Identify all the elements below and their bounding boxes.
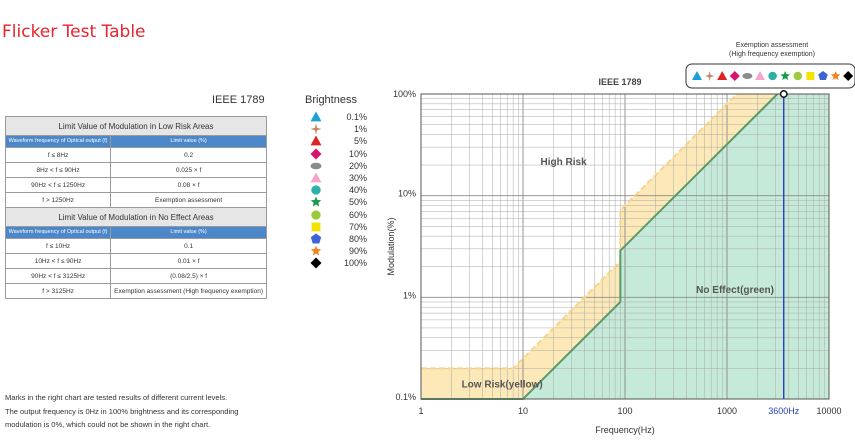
triangle-marker-icon (310, 135, 322, 146)
ellipse-marker-icon (742, 73, 753, 79)
legend-item: 20% (310, 160, 367, 172)
table-row: f > 1250Hz Exemption assessment (4, 192, 267, 208)
legend-label: 5% (353, 136, 367, 147)
legend-item: 80% (310, 233, 367, 245)
col-header-frequency: Waveform frequency of Optical output (f) (4, 226, 112, 239)
pentagon-marker-icon (818, 71, 828, 81)
y-tick-label: 0.1% (395, 392, 416, 402)
chart-grid (421, 94, 829, 399)
legend-label: 40% (348, 185, 367, 196)
square-marker-icon (806, 72, 815, 80)
x-axis-label: Frequency(Hz) (595, 425, 655, 435)
legend-label: 20% (348, 160, 367, 171)
cross-star-marker-icon (704, 71, 715, 81)
triangle-marker-icon (717, 71, 728, 80)
square-marker-icon (311, 222, 321, 232)
note-line: The output frequency is 0Hz in 100% brig… (5, 406, 239, 416)
legend-label: 50% (348, 197, 367, 208)
diamond-marker-icon (310, 148, 322, 160)
x-tick-label: 10000 (816, 406, 841, 416)
table-row: 10Hz < f ≤ 90Hz 0.01 × f (4, 253, 267, 269)
legend-label: 0.1% (346, 112, 367, 123)
legend-item: 100% (310, 257, 367, 269)
chart-title: IEEE 1789 (598, 77, 641, 87)
table-row: f ≤ 8Hz 0.2 (4, 147, 267, 163)
legend-item: 5% (310, 135, 367, 147)
cross-star-marker-icon (310, 123, 322, 135)
legend-label: 70% (348, 221, 367, 232)
circle-marker-icon (793, 71, 803, 81)
legend-item: 0.1% (310, 111, 367, 123)
exemption-subtitle: (High frequency exemption) (729, 51, 815, 58)
low-risk-label: Low Risk(yellow) (462, 379, 543, 390)
legend-label: 10% (348, 148, 367, 159)
limits-table: Limit Value of Modulation in Low Risk Ar… (4, 116, 267, 299)
exemption-title: Exemption assessment (736, 42, 808, 49)
circle-marker-icon (768, 71, 777, 81)
legend-item: 30% (310, 172, 367, 184)
low-risk-section-title: Limit Value of Modulation in Low Risk Ar… (5, 116, 267, 136)
triangle-marker-icon (310, 172, 322, 183)
star-marker-icon (830, 71, 841, 81)
table-row: 8Hz < f ≤ 90Hz 0.025 × f (4, 162, 267, 178)
ieee-label: IEEE 1789 (212, 94, 265, 106)
measured-point-marker (779, 90, 788, 98)
freq-cell: f > 3125Hz (4, 283, 112, 299)
legend-label: 60% (348, 209, 367, 220)
ellipse-marker-icon (310, 162, 322, 170)
legend-item: 1% (310, 123, 367, 135)
triangle-marker-icon (692, 71, 702, 80)
x-tick-label: 3600Hz (768, 406, 800, 416)
legend-item: 70% (310, 221, 367, 233)
notes: Marks in the right chart are tested resu… (5, 391, 305, 432)
diamond-marker-icon (310, 257, 322, 269)
legend-item: 60% (310, 209, 367, 221)
y-axis-label: Modulation(%) (386, 217, 396, 275)
no-effect-label: No Effect(green) (696, 285, 774, 296)
y-tick-label: 10% (398, 189, 416, 199)
brightness-legend: 0.1% 1% 5% 10% 20% 30% 40% 50% 60% 70% 80% 90% 100% (310, 111, 367, 269)
star-marker-icon (780, 71, 790, 81)
triangle-marker-icon (755, 71, 765, 80)
legend-label: 30% (348, 173, 367, 184)
legend-label: 90% (348, 246, 367, 257)
legend-label: 1% (353, 124, 367, 135)
table-row: 90Hz < f ≤ 3125Hz (0.08/2.5) × f (4, 268, 267, 284)
diamond-marker-icon (843, 71, 854, 81)
circle-marker-icon (311, 185, 321, 195)
legend-item: 40% (310, 184, 367, 196)
pentagon-marker-icon (310, 233, 322, 244)
star-marker-icon (310, 245, 322, 256)
x-tick-label: 100 (617, 406, 632, 416)
legend-item: 90% (310, 245, 367, 257)
brightness-legend-title: Brightness (305, 94, 357, 106)
plot-frame (420, 93, 830, 400)
legend-label: 100% (343, 258, 367, 269)
y-tick-label: 1% (403, 290, 416, 300)
col-header-frequency: Waveform frequency of Optical output (f) (4, 135, 112, 148)
note-line: Marks in the right chart are tested resu… (5, 393, 228, 402)
x-tick-label: 1000 (717, 406, 737, 416)
legend-label: 80% (348, 233, 367, 244)
high-risk-label: High Risk (541, 157, 588, 168)
diamond-marker-icon (729, 71, 740, 81)
circle-marker-icon (311, 209, 321, 220)
page-title: Flicker Test Table (2, 22, 146, 42)
legend-item: 50% (310, 196, 367, 208)
triangle-marker-icon (310, 111, 322, 122)
x-tick-label: 1 (418, 406, 423, 416)
table-row: f > 3125Hz Exemption assessment (High fre… (4, 283, 267, 299)
y-tick-label: 100% (393, 89, 416, 99)
col-header-limit: Limit value (%) (110, 135, 267, 148)
x-tick-label: 10 (518, 406, 528, 416)
limit-cell: Exemption assessment (High frequency exe… (110, 283, 267, 299)
legend-item: 10% (310, 148, 367, 160)
star-marker-icon (310, 196, 322, 207)
note-line: modulation is 0%, which could not be sho… (5, 420, 211, 429)
